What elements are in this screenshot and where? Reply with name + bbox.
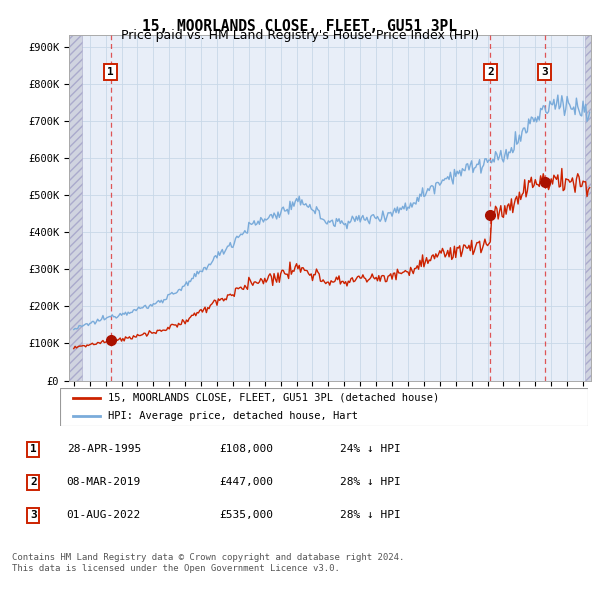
Text: 2: 2	[487, 67, 494, 77]
Text: Price paid vs. HM Land Registry's House Price Index (HPI): Price paid vs. HM Land Registry's House …	[121, 30, 479, 42]
Text: Contains HM Land Registry data © Crown copyright and database right 2024.
This d: Contains HM Land Registry data © Crown c…	[12, 553, 404, 573]
Text: 28% ↓ HPI: 28% ↓ HPI	[340, 510, 401, 520]
Text: 15, MOORLANDS CLOSE, FLEET, GU51 3PL (detached house): 15, MOORLANDS CLOSE, FLEET, GU51 3PL (de…	[107, 393, 439, 403]
Text: 2: 2	[30, 477, 37, 487]
Text: £447,000: £447,000	[220, 477, 274, 487]
Text: 1: 1	[107, 67, 114, 77]
Text: 28-APR-1995: 28-APR-1995	[67, 444, 141, 454]
Text: 24% ↓ HPI: 24% ↓ HPI	[340, 444, 401, 454]
Bar	[69, 35, 82, 381]
Text: £535,000: £535,000	[220, 510, 274, 520]
Text: 08-MAR-2019: 08-MAR-2019	[67, 477, 141, 487]
Text: 3: 3	[30, 510, 37, 520]
Text: 3: 3	[541, 67, 548, 77]
Text: 1: 1	[30, 444, 37, 454]
Bar	[584, 35, 591, 381]
Text: 01-AUG-2022: 01-AUG-2022	[67, 510, 141, 520]
Text: 28% ↓ HPI: 28% ↓ HPI	[340, 477, 401, 487]
Text: HPI: Average price, detached house, Hart: HPI: Average price, detached house, Hart	[107, 411, 358, 421]
Text: £108,000: £108,000	[220, 444, 274, 454]
FancyBboxPatch shape	[60, 388, 588, 426]
Text: 15, MOORLANDS CLOSE, FLEET, GU51 3PL: 15, MOORLANDS CLOSE, FLEET, GU51 3PL	[143, 19, 458, 34]
